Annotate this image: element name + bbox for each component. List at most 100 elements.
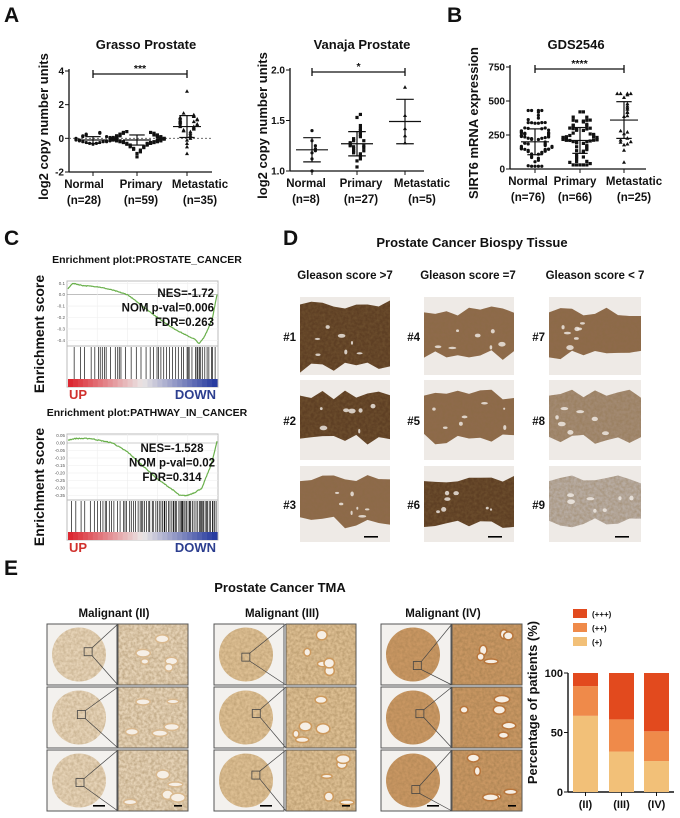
x-tick-n-label: (n=8) (292, 194, 320, 206)
data-point (530, 108, 534, 113)
data-point (575, 145, 579, 149)
rank-color-segment (202, 532, 208, 540)
rank-color-segment (177, 532, 183, 540)
data-point (118, 132, 122, 136)
data-point (185, 144, 189, 149)
gland (320, 773, 333, 780)
data-point (540, 164, 544, 168)
data-point (74, 136, 78, 140)
biopsy-image (424, 380, 514, 460)
data-point (530, 164, 534, 168)
gland-lumen (593, 508, 597, 513)
rank-color-segment (97, 379, 104, 387)
data-point (581, 163, 585, 167)
data-point (358, 133, 362, 137)
zoom-connector (83, 749, 119, 779)
tma-header-iii: Malignant (III) (245, 608, 319, 620)
data-point (355, 115, 359, 120)
data-point (628, 91, 633, 96)
y-tick-label: 0 (499, 165, 505, 176)
tma-core-row (380, 749, 523, 812)
data-point (585, 163, 589, 167)
data-point (575, 140, 579, 144)
data-point (162, 136, 166, 140)
gland (298, 721, 313, 732)
rank-color-segment (82, 532, 89, 540)
data-point (564, 135, 568, 139)
significance-label: **** (571, 58, 588, 70)
data-point (185, 151, 189, 156)
y-tick-label: 1.0 (271, 167, 285, 178)
gland (315, 723, 331, 735)
data-point (155, 133, 159, 137)
rank-color-segment (127, 379, 134, 387)
data-point (526, 164, 530, 168)
gland-lumen (586, 497, 595, 501)
legend-swatch (573, 637, 587, 646)
sample-label: #8 (532, 416, 545, 428)
data-point (121, 130, 125, 135)
gland-lumen (436, 510, 440, 514)
panel-label-d: D (283, 227, 298, 250)
tma-zoom-texture (118, 687, 188, 748)
data-point (543, 147, 547, 151)
data-point (149, 140, 153, 145)
legend-swatch (573, 609, 587, 618)
biopsy-image (549, 380, 641, 460)
tma-zoom-texture (118, 624, 188, 685)
rank-color-segment (117, 532, 124, 540)
gsea-prostate-chart: Enrichment plot:PROSTATE_CANCER Enrichmen… (31, 254, 242, 402)
sample-label: #4 (407, 332, 420, 344)
enrichment-curve (67, 437, 218, 497)
y-tick-label: 250 (488, 131, 505, 142)
data-point (550, 144, 554, 148)
data-point (581, 155, 585, 159)
tma-zoom-texture (452, 687, 522, 748)
gland (135, 697, 151, 706)
gland (140, 657, 150, 665)
y-tick-label: -0.05 (55, 448, 66, 453)
zoom-region-box (75, 778, 85, 788)
scale-bar (364, 536, 378, 538)
gland-lumen (356, 352, 363, 355)
gland-lumen (567, 430, 574, 435)
significance-label: * (356, 61, 361, 73)
rank-color-segment (152, 379, 158, 387)
data-point (358, 126, 362, 131)
data-point (575, 163, 579, 167)
gland (135, 648, 152, 658)
data-point (571, 163, 575, 167)
data-point (523, 135, 527, 139)
sample-label: #6 (407, 500, 420, 512)
rank-color-segment (142, 532, 149, 540)
data-point (585, 127, 589, 131)
data-point (536, 113, 541, 117)
legend-swatch (573, 623, 587, 632)
data-point (523, 147, 527, 151)
data-point (568, 133, 572, 138)
data-point (581, 141, 585, 145)
y-tick-label: -0.3 (57, 326, 65, 331)
data-point (575, 153, 579, 157)
data-point (575, 155, 579, 159)
zoom-region-box (241, 652, 251, 662)
gland-lumen (567, 499, 575, 505)
data-point (523, 126, 527, 130)
gland-lumen (315, 353, 321, 356)
y-tick-label: 0 (58, 134, 64, 145)
gland-lumen (474, 333, 481, 338)
y-axis-label: Enrichment score (31, 428, 47, 546)
data-point (547, 147, 551, 151)
up-label: UP (69, 387, 87, 402)
y-axis-label: log2 copy number units (36, 53, 51, 200)
rank-color-segment (72, 379, 79, 387)
rank-color-segment (112, 379, 119, 387)
x-tick-n-label: (n=5) (408, 194, 436, 206)
gland-lumen (339, 502, 344, 506)
rank-color-segment (127, 532, 134, 540)
gland-lumen (489, 508, 493, 511)
scale-bar (427, 805, 439, 807)
data-point (159, 135, 163, 139)
gland-lumen (481, 401, 488, 405)
zoom-connector (419, 793, 453, 812)
